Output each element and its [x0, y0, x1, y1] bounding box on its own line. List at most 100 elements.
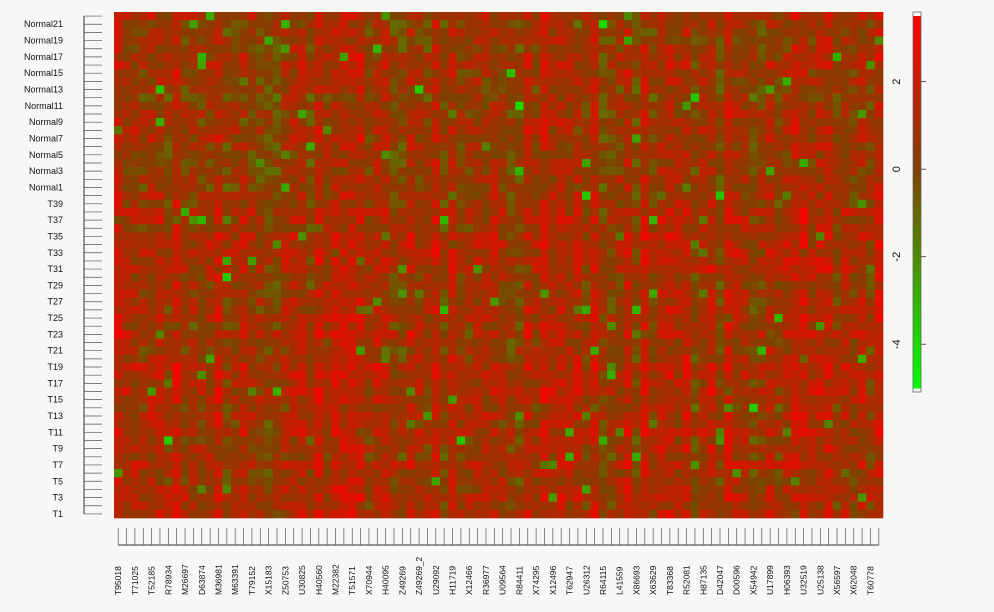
heatmap-cell — [398, 273, 407, 282]
heatmap-cell — [523, 232, 533, 241]
heatmap-cell — [582, 265, 591, 274]
heatmap-cell — [423, 126, 432, 135]
heatmap-cell — [431, 411, 441, 421]
heatmap-cell — [339, 60, 349, 70]
heatmap-cell — [456, 232, 466, 241]
heatmap-cell — [866, 101, 875, 111]
heatmap-cell — [172, 428, 182, 437]
heatmap-cell — [222, 265, 232, 274]
heatmap-cell — [573, 224, 583, 233]
heatmap-cell — [197, 265, 207, 274]
heatmap-cell — [373, 248, 382, 258]
heatmap-cell — [256, 52, 265, 62]
heatmap-cell — [164, 232, 173, 241]
heatmap-cell — [874, 273, 884, 282]
heatmap-cell — [339, 216, 349, 225]
heatmap-cell — [114, 338, 123, 347]
heatmap-cell — [331, 167, 340, 176]
heatmap-cell — [231, 338, 240, 347]
heatmap-cell — [607, 362, 616, 372]
heatmap-cell — [674, 289, 683, 298]
heatmap-cell — [180, 28, 190, 37]
heatmap-cell — [306, 248, 315, 258]
heatmap-cell — [874, 387, 884, 396]
heatmap-cell — [874, 183, 884, 192]
heatmap-cell — [139, 444, 148, 454]
heatmap-cell — [147, 428, 157, 437]
heatmap-cell — [648, 126, 658, 135]
heatmap-cell — [824, 379, 834, 388]
heatmap-cell — [231, 436, 240, 445]
heatmap-cell — [657, 28, 666, 37]
heatmap-cell — [114, 232, 123, 241]
heatmap-cell — [272, 273, 282, 282]
heatmap-cell — [657, 248, 666, 258]
heatmap-cell — [506, 207, 516, 217]
heatmap-cell — [874, 77, 884, 86]
heatmap-cell — [431, 52, 441, 62]
heatmap-cell — [139, 256, 148, 266]
heatmap-cell — [147, 289, 157, 298]
heatmap-cell — [314, 248, 324, 258]
heatmap-cell — [322, 12, 332, 21]
heatmap-cell — [473, 60, 483, 70]
heatmap-cell — [832, 371, 842, 380]
heatmap-cell — [431, 191, 441, 201]
heatmap-cell — [490, 69, 499, 78]
heatmap-cell — [707, 371, 717, 380]
heatmap-cell — [406, 362, 416, 372]
heatmap-cell — [389, 403, 399, 413]
heatmap-cell — [239, 199, 249, 209]
heatmap-cell — [590, 289, 600, 298]
heatmap-cell — [431, 77, 441, 86]
heatmap-cell — [740, 109, 750, 119]
heatmap-cell — [540, 183, 549, 192]
heatmap-cell — [414, 93, 424, 103]
heatmap-cell — [322, 224, 332, 233]
heatmap-cell — [715, 44, 725, 54]
heatmap-cell — [114, 167, 123, 176]
heatmap-cell — [640, 403, 650, 413]
heatmap-cell — [615, 420, 625, 429]
heatmap-cell — [339, 44, 349, 54]
heatmap-cell — [548, 199, 558, 209]
heatmap-cell — [506, 346, 516, 356]
heatmap-cell — [322, 420, 332, 429]
heatmap-cell — [582, 216, 591, 225]
heatmap-cell — [322, 428, 332, 437]
heatmap-cell — [306, 403, 315, 413]
heatmap-cell — [799, 126, 809, 135]
heatmap-cell — [632, 85, 641, 94]
heatmap-cell — [439, 379, 449, 388]
heatmap-cell — [448, 28, 458, 37]
heatmap-cell — [189, 436, 198, 445]
heatmap-cell — [765, 142, 775, 152]
heatmap-cell — [114, 387, 123, 396]
heatmap-cell — [874, 150, 884, 160]
heatmap-cell — [732, 256, 742, 266]
heatmap-cell — [272, 167, 282, 176]
heatmap-cell — [590, 109, 600, 119]
heatmap-cell — [498, 395, 508, 405]
heatmap-cell — [322, 371, 332, 380]
heatmap-cell — [264, 207, 274, 217]
heatmap-cell — [657, 109, 666, 119]
heatmap-cell — [615, 109, 625, 119]
heatmap-cell — [398, 216, 407, 225]
heatmap-cell — [757, 248, 767, 258]
heatmap-cell — [465, 20, 474, 29]
heatmap-cell — [531, 330, 541, 339]
heatmap-cell — [322, 305, 332, 315]
heatmap-cell — [414, 362, 424, 372]
heatmap-cell — [205, 428, 215, 437]
heatmap-cell — [540, 44, 549, 54]
heatmap-cell — [231, 395, 240, 405]
heatmap-cell — [782, 191, 792, 201]
heatmap-cell — [339, 281, 349, 290]
heatmap-cell — [356, 273, 366, 282]
heatmap-cell — [364, 273, 374, 282]
heatmap-cell — [582, 313, 591, 323]
heatmap-cell — [523, 93, 533, 103]
heatmap-cell — [799, 150, 809, 160]
